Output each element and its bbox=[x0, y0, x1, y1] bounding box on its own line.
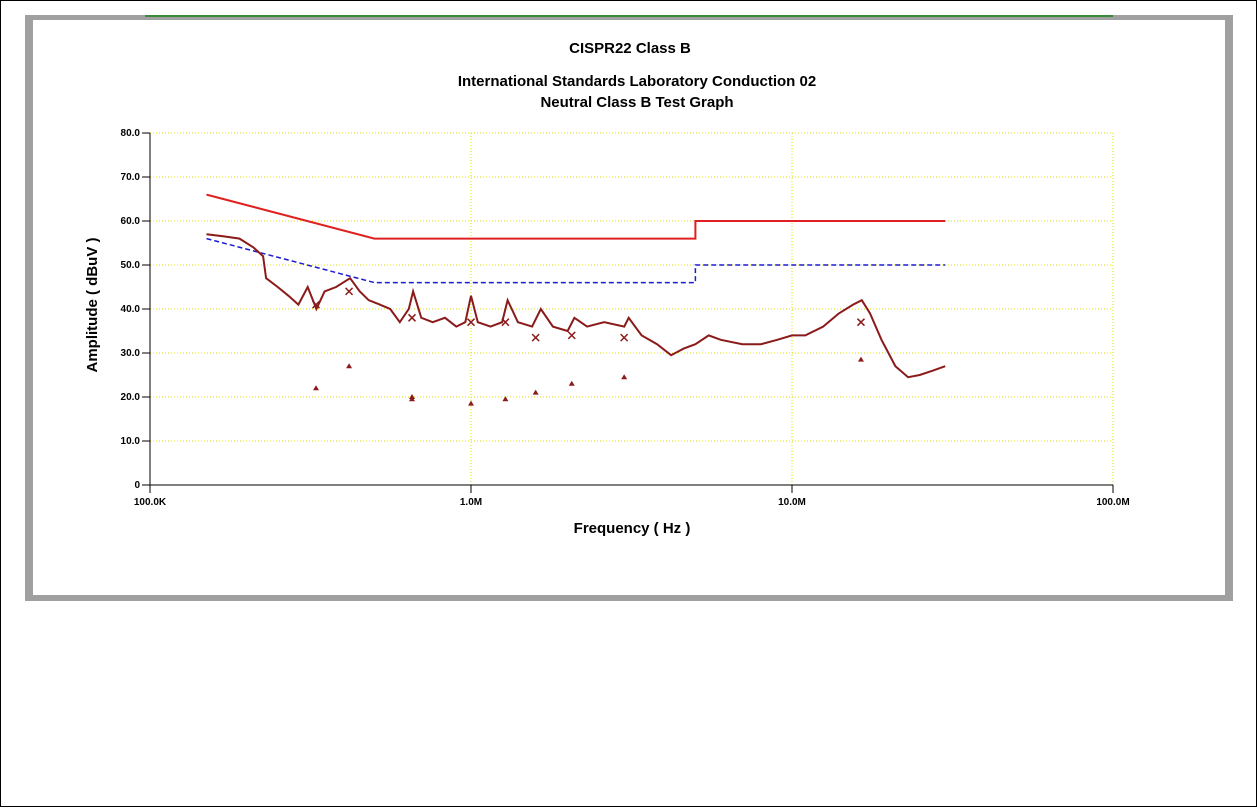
qp-marker bbox=[531, 333, 540, 342]
qp-marker bbox=[567, 331, 576, 340]
x-tick-label: 100.0M bbox=[1096, 497, 1129, 508]
x-axis-label: Frequency ( Hz ) bbox=[574, 520, 691, 537]
x-tick-label: 100.0K bbox=[134, 497, 167, 508]
av-marker bbox=[532, 389, 539, 395]
qp-marker bbox=[407, 313, 417, 322]
y-tick-label: 50.0 bbox=[121, 260, 141, 271]
y-tick-label: 10.0 bbox=[121, 436, 141, 447]
series-line bbox=[206, 237, 946, 284]
qp-marker bbox=[856, 318, 865, 327]
y-tick-label: 40.0 bbox=[121, 304, 141, 315]
y-tick-label: 80.0 bbox=[121, 128, 141, 139]
av-marker bbox=[568, 380, 575, 386]
qp-marker bbox=[345, 287, 354, 296]
av-marker bbox=[313, 385, 320, 391]
av-marker bbox=[502, 396, 509, 402]
chart-title: CISPR22 Class B bbox=[569, 40, 691, 57]
x-tick-label: 10.0M bbox=[778, 497, 806, 508]
series-line bbox=[206, 233, 946, 379]
qp-marker bbox=[620, 333, 629, 342]
av-marker bbox=[409, 396, 416, 402]
qp-marker bbox=[311, 300, 321, 309]
chart-subtitle: International Standards Laboratory Condu… bbox=[458, 73, 816, 90]
qp-marker bbox=[501, 318, 510, 327]
x-tick-label: 1.0M bbox=[460, 497, 482, 508]
y-tick-label: 60.0 bbox=[121, 216, 141, 227]
y-axis-label: Amplitude ( dBuV ) bbox=[84, 238, 101, 373]
av-marker bbox=[621, 374, 628, 380]
chart-subtitle: Neutral Class B Test Graph bbox=[540, 94, 733, 111]
av-marker bbox=[346, 363, 353, 369]
av-marker bbox=[857, 356, 864, 362]
y-tick-label: 20.0 bbox=[121, 392, 141, 403]
series-line bbox=[206, 193, 946, 240]
y-tick-label: 30.0 bbox=[121, 348, 141, 359]
panel bbox=[33, 20, 1225, 595]
qp-marker bbox=[466, 318, 476, 327]
y-tick-label: 0 bbox=[134, 480, 140, 491]
y-tick-label: 70.0 bbox=[121, 172, 141, 183]
av-marker bbox=[468, 400, 474, 406]
